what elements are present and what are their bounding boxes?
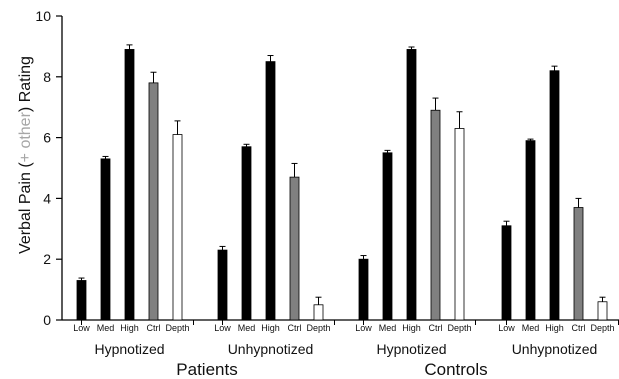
y-axis-title-part-3: ) Rating	[17, 56, 34, 112]
y-axis-title-part-1: Verbal Pain (	[17, 162, 34, 254]
y-tick-label: 2	[43, 251, 51, 267]
category-label: Depth	[447, 323, 471, 333]
category-label: High	[402, 323, 421, 333]
bar-med	[241, 146, 252, 321]
bar-depth	[313, 304, 324, 321]
condition-label: Hypnotized	[376, 341, 446, 357]
condition-label: Unhypnotized	[228, 341, 314, 357]
bar-med	[525, 140, 536, 321]
y-tick-label: 0	[43, 312, 51, 328]
bar-low	[358, 258, 369, 321]
category-label: Low	[73, 323, 90, 333]
bar-high	[549, 70, 560, 321]
category-label: Med	[379, 323, 397, 333]
condition-label: Hypnotized	[94, 341, 164, 357]
category-label: Depth	[165, 323, 189, 333]
y-axis-title: Verbal Pain (+ other) Rating	[17, 56, 34, 254]
category-label: Ctrl	[572, 323, 586, 333]
group-label: Controls	[424, 360, 487, 379]
group-label: Patients	[176, 360, 237, 379]
bar-depth	[597, 301, 608, 321]
category-label: Med	[97, 323, 115, 333]
y-axis-title-other: + other	[17, 111, 34, 162]
bar-depth	[454, 128, 465, 321]
category-label: Depth	[306, 323, 330, 333]
category-label: Med	[522, 323, 540, 333]
bar-depth	[172, 134, 183, 321]
bar-high	[406, 49, 417, 321]
bar-ctrl	[289, 176, 300, 321]
condition-label: Unhypnotized	[512, 341, 598, 357]
bar-low	[501, 225, 512, 321]
category-label: Ctrl	[147, 323, 161, 333]
bar-high	[265, 61, 276, 321]
bar-ctrl	[573, 207, 584, 321]
category-label: High	[120, 323, 139, 333]
y-tick-label: 6	[43, 130, 51, 146]
category-label: Depth	[590, 323, 614, 333]
bar-med	[382, 152, 393, 321]
x-labels: Patients Hypnotized Low Med High Ctrl Depth Unh…	[73, 320, 619, 379]
y-tick-label: 10	[35, 8, 51, 24]
bar-ctrl	[430, 109, 441, 321]
bar-high	[124, 49, 135, 321]
category-label: Med	[238, 323, 256, 333]
bar-low	[76, 280, 87, 321]
category-label: High	[261, 323, 280, 333]
category-label: Ctrl	[429, 323, 443, 333]
category-label: High	[545, 323, 564, 333]
y-tick-label: 8	[43, 69, 51, 85]
bar-low	[217, 249, 228, 321]
y-tick-label: 4	[43, 190, 51, 206]
category-label: Low	[355, 323, 372, 333]
category-label: Low	[498, 323, 515, 333]
bar-ctrl	[148, 82, 159, 321]
bar-med	[100, 158, 111, 321]
bars	[76, 44, 608, 321]
category-label: Ctrl	[288, 323, 302, 333]
category-label: Low	[214, 323, 231, 333]
